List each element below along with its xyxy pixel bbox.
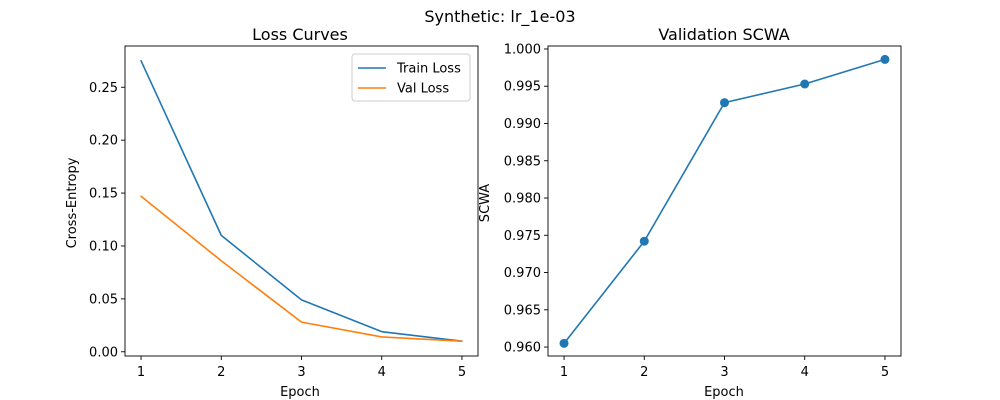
- x-tick-label: 3: [720, 365, 728, 380]
- validation-scwa-chart: Validation SCWA Epoch SCWA 1 2 3 4 5 0.960 0.9…: [478, 25, 902, 400]
- data-point: [559, 338, 569, 348]
- x-axis-label: Epoch: [704, 385, 744, 400]
- x-tick-label: 1: [137, 365, 145, 380]
- legend-box: [351, 53, 471, 102]
- y-tick-label: 1.000: [504, 42, 541, 57]
- y-tick-label: 0.985: [504, 154, 541, 169]
- y-axis-label: Cross-Entropy: [65, 157, 80, 248]
- y-tick-label: 0.995: [504, 80, 541, 95]
- data-point: [720, 98, 729, 108]
- y-tick-label: 0.975: [504, 229, 541, 244]
- plot-frame: [547, 45, 902, 357]
- y-tick-label: 0.20: [89, 134, 118, 149]
- y-axis-label: SCWA: [478, 184, 493, 222]
- y-tick-label: 0.960: [504, 341, 541, 356]
- data-point: [880, 54, 890, 64]
- x-tick-label: 3: [297, 365, 305, 380]
- legend-label: Val Loss: [397, 82, 449, 97]
- x-tick-label: 4: [801, 365, 809, 380]
- series-line-val-loss: [140, 195, 463, 342]
- y-tick-label: 0.980: [504, 192, 541, 207]
- series-line-train-loss: [140, 60, 463, 342]
- x-tick-label: 2: [217, 365, 225, 380]
- y-tick-label: 0.970: [504, 266, 541, 281]
- x-tick-label: 5: [881, 365, 889, 380]
- legend-label: Train Loss: [396, 62, 461, 77]
- chart-title: Loss Curves: [252, 25, 348, 44]
- y-tick-label: 0.965: [504, 303, 541, 318]
- data-point: [639, 236, 649, 246]
- x-tick-label: 1: [560, 365, 568, 380]
- x-tick-label: 5: [458, 365, 466, 380]
- chart-title: Validation SCWA: [658, 25, 789, 44]
- x-tick-label: 4: [378, 365, 386, 380]
- data-point: [800, 79, 810, 89]
- figure-suptitle: Synthetic: lr_1e-03: [424, 7, 575, 27]
- y-tick-label: 0.990: [504, 117, 541, 132]
- y-tick-label: 0.05: [89, 292, 118, 307]
- loss-curves-chart: Loss Curves Epoch Cross-Entropy 1 2 3 4 5 0.0…: [65, 25, 479, 400]
- y-tick-label: 0.15: [89, 187, 118, 202]
- y-tick-label: 0.00: [89, 345, 118, 360]
- y-tick-label: 0.10: [89, 239, 118, 254]
- x-tick-label: 2: [640, 365, 648, 380]
- y-tick-label: 0.25: [89, 81, 118, 96]
- x-axis-label: Epoch: [280, 385, 320, 400]
